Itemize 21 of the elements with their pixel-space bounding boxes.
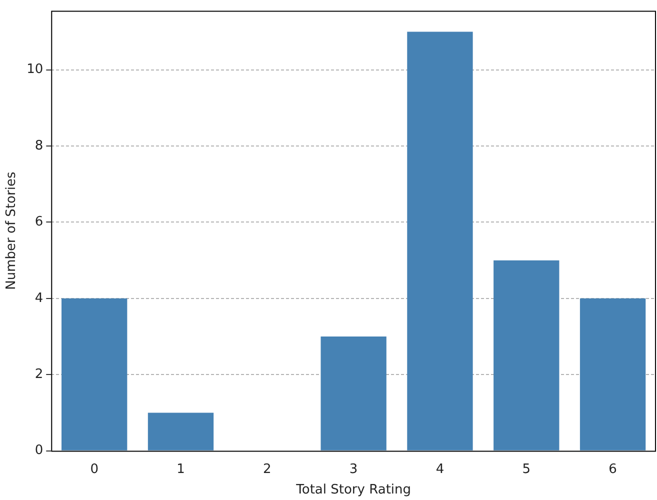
x-tick-label: 3 [349, 462, 358, 477]
x-tick-label: 2 [263, 462, 272, 477]
x-tick-label: 0 [90, 462, 98, 477]
x-tick-label: 6 [608, 462, 617, 477]
y-tick-label: 6 [34, 214, 44, 230]
bar [407, 32, 473, 450]
y-tick-label: 4 [34, 290, 44, 306]
x-tick-label: 4 [436, 462, 444, 477]
y-tick-label: 8 [34, 138, 44, 154]
y-tick-label: 0 [34, 443, 44, 458]
x-tick-label: 5 [522, 462, 531, 477]
y-axis-title: Number of Stories [4, 172, 20, 290]
x-axis-title: Total Story Rating [295, 482, 412, 498]
y-tick-label: 10 [26, 62, 44, 78]
bar [580, 298, 646, 450]
bar [320, 336, 386, 450]
x-tick-label: 1 [176, 462, 185, 477]
y-tick-label: 2 [34, 366, 44, 382]
bar [62, 298, 128, 450]
bar [148, 412, 214, 450]
bar [494, 260, 560, 450]
